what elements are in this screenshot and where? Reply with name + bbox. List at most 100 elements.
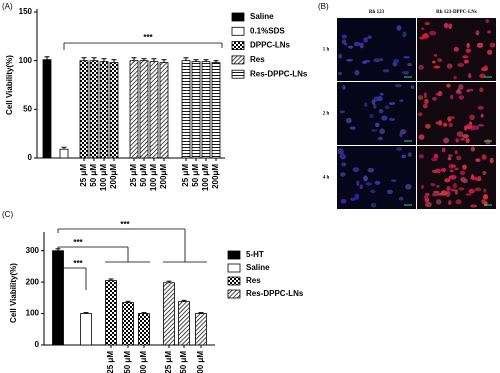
significance-label: ***: [73, 259, 83, 268]
row-label: 4 h: [323, 176, 330, 181]
bar: [159, 62, 169, 159]
bar: [178, 301, 190, 346]
legend-swatch: [231, 55, 245, 65]
cell: [407, 62, 413, 67]
cell: [447, 154, 453, 157]
cell: [403, 56, 410, 59]
cell: [396, 147, 403, 151]
bar: [211, 62, 221, 159]
x-tick-label: 200μM: [109, 164, 118, 189]
cell: [433, 54, 438, 57]
cell: [369, 189, 376, 194]
cell: [418, 64, 424, 70]
cell: [343, 42, 348, 46]
bar: [79, 60, 89, 159]
bar: [163, 282, 175, 346]
y-tick-label: 150: [19, 7, 33, 16]
error-bar: [83, 312, 89, 314]
cell: [393, 58, 400, 64]
x-tick-label: 50 μM: [139, 164, 148, 187]
cell: [465, 125, 472, 130]
cell: [440, 190, 448, 196]
cell: [396, 25, 402, 31]
cell: [379, 128, 385, 135]
cell: [377, 136, 383, 141]
cell: [455, 138, 460, 143]
cell: [487, 30, 491, 34]
y-tick-label: 100: [19, 56, 33, 65]
cell: [391, 179, 397, 182]
cell: [339, 153, 347, 160]
bar: [201, 61, 211, 159]
bar: [149, 61, 159, 159]
cell: [339, 110, 345, 114]
cell: [462, 178, 468, 184]
cell: [468, 73, 472, 79]
bar: [191, 61, 201, 159]
cell: [465, 193, 472, 196]
cell: [370, 129, 378, 132]
bar: [181, 60, 191, 159]
cell: [458, 95, 465, 100]
cell: [482, 170, 487, 176]
cell: [375, 122, 380, 128]
cell: [370, 202, 377, 208]
cell: [401, 154, 407, 159]
cell: [402, 31, 407, 38]
legend-label: Res-DPPC-LNs: [250, 69, 308, 78]
cell: [458, 84, 464, 90]
cell: [388, 117, 396, 121]
cell: [359, 42, 364, 49]
cell: [481, 154, 487, 160]
significance-label: ***: [120, 220, 130, 229]
error-bar: [141, 58, 147, 61]
error-bar: [131, 57, 137, 61]
cell: [337, 71, 343, 76]
cell: [374, 180, 381, 185]
cell: [454, 167, 459, 171]
x-tick-label: 25 μM: [79, 164, 88, 187]
cell: [345, 117, 352, 124]
cell: [450, 94, 454, 100]
cell: [444, 178, 451, 183]
cell: [367, 35, 372, 40]
x-tick-label: 200μM: [159, 164, 168, 189]
cell: [424, 98, 429, 104]
cell: [365, 182, 373, 186]
cell: [446, 63, 453, 69]
cell: [487, 49, 493, 55]
y-tick-label: 100: [26, 309, 40, 318]
x-tick-label: 50 μM: [191, 164, 200, 187]
cell: [400, 129, 407, 135]
legend-swatch: [231, 12, 245, 22]
cell: [373, 58, 381, 63]
bar: [59, 148, 69, 159]
cell: [448, 23, 453, 30]
error-bar: [198, 312, 204, 314]
cell: [381, 115, 388, 121]
cell: [421, 27, 425, 31]
cell: [465, 138, 470, 144]
x-tick-label: 100 μM: [149, 164, 158, 191]
x-tick-label: 50 μM: [123, 351, 132, 373]
cell: [437, 58, 443, 63]
cell: [475, 30, 480, 36]
cell: [448, 122, 453, 127]
legend-swatch: [227, 250, 241, 260]
cell: [477, 106, 484, 110]
legend-swatch: [227, 276, 241, 286]
cell: [453, 46, 459, 52]
cell: [475, 158, 481, 162]
cell: [384, 105, 390, 110]
legend-swatch: [231, 69, 245, 79]
bar: [139, 60, 149, 159]
cell: [449, 174, 457, 180]
cell: [369, 113, 374, 119]
cell: [338, 53, 343, 59]
cell: [479, 73, 486, 79]
cell: [373, 104, 377, 109]
cell: [379, 92, 384, 96]
cell: [431, 169, 439, 173]
cell: [340, 198, 347, 204]
cell: [418, 154, 424, 159]
